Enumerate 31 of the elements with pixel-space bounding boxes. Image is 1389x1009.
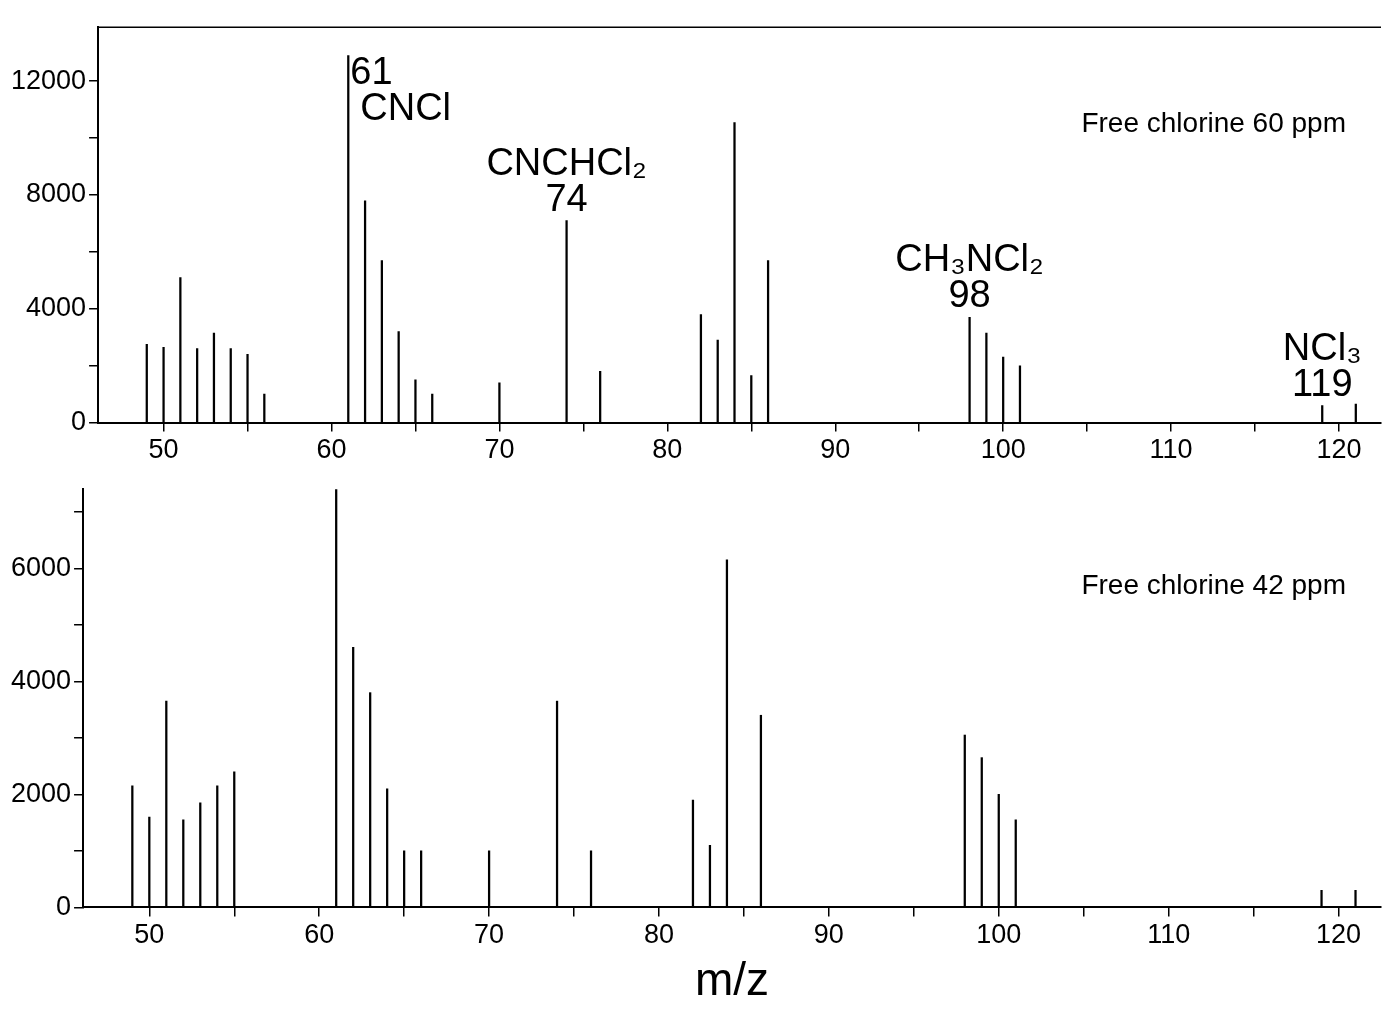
annotation: 61 CNCl [350,49,452,128]
x-tick-label: 120 [1316,919,1362,950]
x-tick-label: 50 [148,434,179,465]
x-tick-label: 120 [1316,434,1362,465]
y-tick-label: 4000 [26,292,87,323]
x-tick-label: 80 [652,434,683,465]
x-tick-label: 100 [976,919,1022,950]
x-tick-label: 90 [813,919,844,950]
annotation: Free chlorine 42 ppm [1081,569,1346,601]
y-tick-label: 8000 [26,178,87,209]
annotation: CH₃NCl₂ 98 [895,237,1044,316]
x-tick-label: 60 [304,919,335,950]
x-tick-label: 110 [1147,919,1191,950]
x-axis-title: m/z [694,953,770,1006]
annotation: NCl₃ 119 [1282,325,1362,404]
y-tick-label: 0 [56,890,72,921]
x-tick-label: 80 [643,919,674,950]
x-tick-label: 60 [316,434,347,465]
y-tick-label: 0 [71,406,87,437]
x-tick-label: 50 [134,919,165,950]
x-tick-label: 100 [980,434,1026,465]
x-tick-label: 70 [474,919,505,950]
y-tick-label: 6000 [10,551,72,582]
x-tick-label: 70 [484,434,515,465]
y-tick-label: 4000 [10,664,72,695]
y-tick-label: 12000 [10,64,87,95]
x-tick-label: 110 [1149,434,1193,465]
y-tick-label: 2000 [10,777,72,808]
x-tick-label: 90 [820,434,851,465]
annotation: Free chlorine 60 ppm [1081,107,1346,139]
annotation: CNCHCl₂ 74 [486,140,647,219]
